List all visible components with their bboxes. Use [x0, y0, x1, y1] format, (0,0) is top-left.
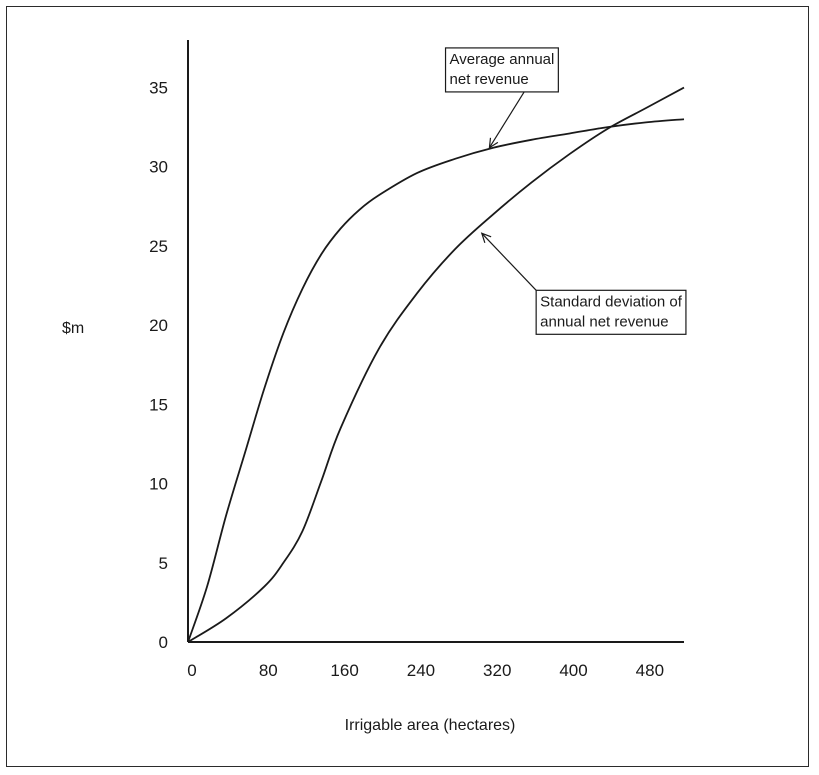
y-tick-label: 15 [149, 395, 168, 414]
annotation-box [444, 47, 559, 93]
y-tick-label: 30 [149, 158, 168, 177]
annotation-callout: Standard deviation of annual net revenue [480, 232, 687, 335]
y-tick-label: 10 [149, 475, 168, 494]
series-group [187, 86, 685, 643]
annotation-text: annual net revenue [540, 313, 668, 330]
annotation-callout: Average annual net revenue [444, 47, 559, 149]
y-tick-label: 20 [149, 316, 168, 335]
axes [187, 40, 684, 643]
annotation-arrow-line [481, 232, 537, 291]
x-tick-label: 400 [559, 661, 587, 680]
annotation-text: net revenue [450, 71, 529, 88]
y-axis-label: $m [62, 320, 84, 337]
y-tick-label: 35 [149, 79, 168, 98]
x-tick-labels: 0 80 160 240 320 400 480 [187, 661, 664, 680]
x-tick-label: 0 [187, 661, 196, 680]
annotation-arrow-head [480, 232, 492, 243]
x-tick-label: 80 [259, 661, 278, 680]
x-axis-label: Irrigable area (hectares) [345, 717, 516, 734]
annotation-text: Average annual [450, 51, 555, 68]
annotation-arrow-head [488, 137, 499, 149]
y-tick-label: 25 [149, 237, 168, 256]
annotation-arrow-line [488, 91, 525, 149]
series-line-std-deviation [187, 86, 685, 643]
x-tick-label: 480 [636, 661, 664, 680]
y-tick-label: 5 [159, 554, 168, 573]
chart-frame [6, 6, 809, 767]
x-tick-label: 320 [483, 661, 511, 680]
x-tick-label: 240 [407, 661, 435, 680]
annotations: Average annual net revenue Standard deviat… [444, 47, 687, 335]
annotation-box [535, 289, 687, 335]
series-line-average-revenue [187, 118, 685, 643]
y-tick-label: 0 [159, 633, 168, 652]
y-tick-labels: 0 5 10 15 20 25 30 35 [149, 79, 168, 652]
annotation-text: Standard deviation of [540, 293, 683, 310]
x-tick-label: 160 [330, 661, 358, 680]
